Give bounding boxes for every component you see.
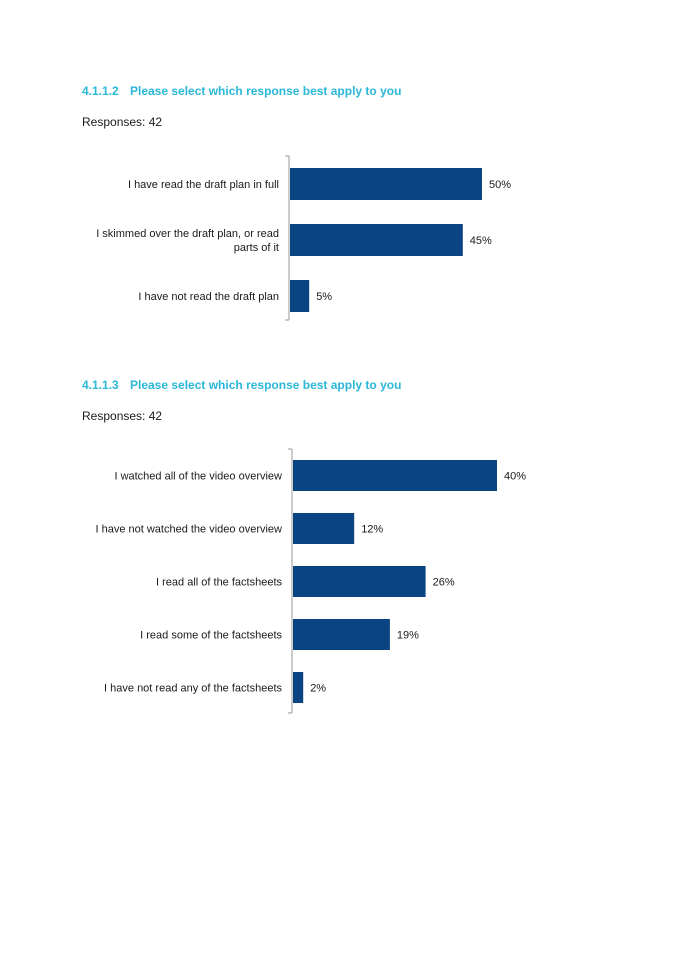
- bar-chart-video-factsheets: 40% I watched all of the video overview 12…: [95, 448, 526, 714]
- data-label: 19%: [397, 630, 419, 642]
- category-label: I have not read any of the factsheets: [104, 683, 282, 695]
- bar: [293, 513, 355, 544]
- data-label: 45%: [470, 235, 492, 247]
- category-label: I read some of the factsheets: [140, 630, 282, 642]
- category-label: I have not read the draft plan: [138, 291, 279, 303]
- category-label: I watched all of the video overview: [114, 471, 282, 483]
- category-label: I skimmed over the draft plan, or read: [96, 228, 279, 240]
- data-label: 5%: [316, 291, 332, 303]
- section-heading-2: 4.1.1.3 Please select which response best…: [82, 378, 401, 392]
- data-label: 50%: [489, 179, 511, 191]
- bar: [293, 460, 497, 491]
- data-label: 2%: [310, 683, 326, 695]
- data-label: 12%: [361, 524, 383, 536]
- section-number: 4.1.1.2: [82, 84, 119, 98]
- data-label: 40%: [504, 471, 526, 483]
- bar: [293, 619, 390, 650]
- bar: [290, 168, 482, 200]
- data-label: 26%: [433, 577, 455, 589]
- bar-chart-reading: 50% I have read the draft plan in full 45%…: [96, 155, 511, 321]
- category-label: I read all of the factsheets: [156, 577, 282, 589]
- section-heading-1: 4.1.1.2 Please select which response best…: [82, 84, 401, 98]
- bar: [290, 280, 310, 312]
- section-title: Please select which response best apply …: [130, 378, 402, 392]
- category-label: parts of it: [234, 242, 279, 254]
- responses-count: Responses: 42: [82, 115, 163, 129]
- category-label: I have not watched the video overview: [95, 524, 282, 536]
- responses-count: Responses: 42: [82, 409, 163, 423]
- bar: [293, 672, 304, 703]
- section-title: Please select which response best apply …: [130, 84, 402, 98]
- section-number: 4.1.1.3: [82, 378, 119, 392]
- bar: [293, 566, 426, 597]
- category-label: I have read the draft plan in full: [128, 179, 279, 191]
- bar: [290, 224, 463, 256]
